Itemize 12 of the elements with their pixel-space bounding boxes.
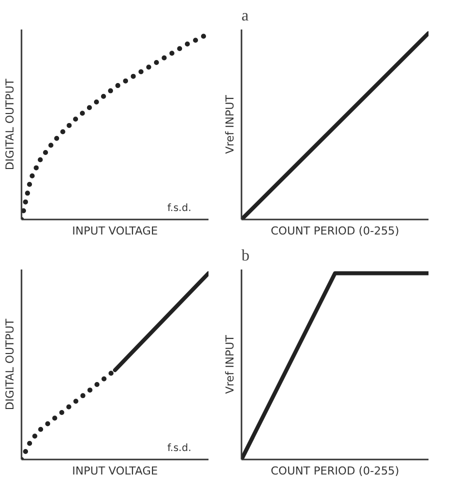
y-axis-title: Vref INPUT xyxy=(224,94,236,154)
annotation: f.s.d. xyxy=(167,202,192,214)
y-axis-title: DIGITAL OUTPUT xyxy=(4,78,16,170)
chart-title: b xyxy=(242,248,250,264)
chart-title: a xyxy=(242,8,249,24)
y-axis-title: DIGITAL OUTPUT xyxy=(4,318,16,410)
y-axis-title: Vref INPUT xyxy=(224,334,236,394)
annotation: f.s.d. xyxy=(167,442,192,454)
x-axis-title: INPUT VOLTAGE xyxy=(72,464,158,478)
x-axis-title: COUNT PERIOD (0-255) xyxy=(270,464,400,478)
x-axis-title: INPUT VOLTAGE xyxy=(72,224,158,238)
x-axis-title: COUNT PERIOD (0-255) xyxy=(270,224,400,238)
